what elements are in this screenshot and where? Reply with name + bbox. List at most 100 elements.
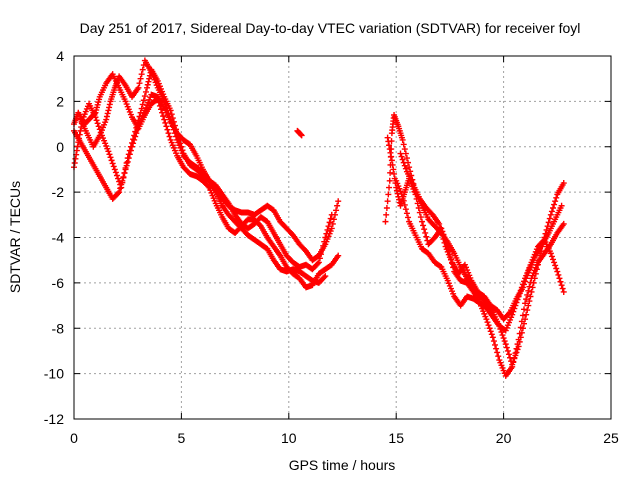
data-point <box>501 338 508 345</box>
y-axis-label: SDTVAR / TECUs <box>7 181 23 293</box>
data-point <box>139 66 146 73</box>
data-point <box>397 150 404 157</box>
data-point <box>495 353 502 360</box>
data-point <box>120 174 127 181</box>
data-point <box>132 128 139 135</box>
data-point <box>77 127 84 134</box>
data-point <box>328 211 335 218</box>
data-point <box>406 164 413 171</box>
data-point <box>119 179 126 186</box>
data-point <box>124 155 131 162</box>
data-point <box>558 282 565 289</box>
data-point <box>560 220 567 227</box>
data-point <box>521 306 528 313</box>
data-point <box>333 207 340 214</box>
data-point <box>166 133 173 140</box>
data-point <box>523 296 530 303</box>
data-point <box>510 308 517 315</box>
data-point <box>421 226 428 233</box>
data-point <box>546 215 553 222</box>
data-point <box>173 133 180 140</box>
data-point <box>402 165 409 172</box>
data-point <box>484 319 491 326</box>
data-point <box>511 305 518 312</box>
data-point <box>547 250 554 257</box>
data-point <box>162 119 169 126</box>
data-point <box>485 322 492 329</box>
data-point <box>402 206 409 213</box>
x-axis-label: GPS time / hours <box>289 457 396 473</box>
data-point <box>519 312 526 319</box>
tick-labels: 0 5 10 15 20 25 -12 -10 -8 -6 -4 -2 0 2 4 <box>44 48 619 446</box>
grid-lines <box>74 56 611 419</box>
data-point <box>138 71 145 78</box>
data-point <box>314 260 321 267</box>
data-point <box>121 169 128 176</box>
chart-title: Day 251 of 2017, Sidereal Day-to-day VTE… <box>80 20 581 36</box>
data-point <box>330 216 337 223</box>
data-point <box>401 201 408 208</box>
data-point <box>401 162 408 169</box>
data-point <box>399 136 406 143</box>
data-point <box>329 220 336 227</box>
y-tick-label: -10 <box>44 366 64 382</box>
data-point <box>509 311 516 318</box>
data-point <box>403 155 410 162</box>
data-point <box>318 251 325 258</box>
series-track-4 <box>77 57 329 286</box>
x-tick-label: 25 <box>603 430 619 446</box>
data-point <box>545 219 552 226</box>
data-point <box>403 210 410 217</box>
data-point <box>171 130 178 137</box>
data-point <box>106 101 113 108</box>
data-point <box>328 225 335 232</box>
data-point <box>500 335 507 342</box>
data-point <box>118 184 125 191</box>
data-point <box>103 116 110 123</box>
y-tick-label: -12 <box>44 411 64 427</box>
data-point <box>512 302 519 309</box>
data-point <box>548 208 555 215</box>
data-point <box>519 281 526 288</box>
data-point <box>157 106 164 113</box>
data-point <box>163 123 170 130</box>
data-point <box>142 88 149 95</box>
data-point <box>547 211 554 218</box>
data-point <box>139 101 146 108</box>
data-point <box>116 178 123 185</box>
series-track-8 <box>397 150 565 323</box>
data-point <box>319 246 326 253</box>
data-point <box>511 354 518 361</box>
data-point <box>145 78 152 85</box>
data-point <box>92 114 99 121</box>
data-point <box>522 300 529 307</box>
data-point <box>127 143 134 150</box>
data-point <box>400 141 407 148</box>
data-point <box>74 143 81 150</box>
data-point <box>106 151 113 158</box>
data-point <box>489 334 496 341</box>
data-point <box>103 113 110 120</box>
data-point <box>130 136 137 143</box>
data-point <box>517 287 524 294</box>
data-point <box>524 307 531 314</box>
data-point <box>414 200 421 207</box>
data-point <box>163 104 170 111</box>
data-point <box>387 169 394 176</box>
data-point <box>137 109 144 116</box>
data-point <box>146 75 153 82</box>
data-point <box>416 209 423 216</box>
data-point <box>439 232 446 239</box>
data-point <box>389 161 396 168</box>
y-tick-label: -8 <box>52 320 65 336</box>
data-point <box>420 222 427 229</box>
data-point <box>141 93 148 100</box>
y-tick-label: -6 <box>52 275 65 291</box>
data-point <box>76 131 83 138</box>
data-point <box>550 256 557 263</box>
data-point <box>388 153 395 160</box>
data-point <box>115 190 122 197</box>
data-point <box>560 180 567 187</box>
data-point <box>400 159 407 166</box>
